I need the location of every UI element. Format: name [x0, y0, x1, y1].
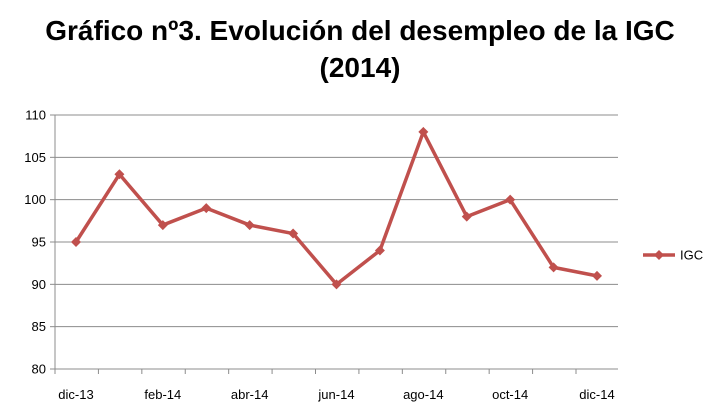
y-tick-label: 95 — [32, 235, 46, 250]
data-point — [201, 203, 212, 214]
data-point — [114, 169, 125, 180]
data-point — [505, 194, 516, 205]
x-tick-label: feb-14 — [144, 387, 181, 402]
x-tick-label: ago-14 — [403, 387, 443, 402]
y-tick-label: 110 — [25, 108, 46, 123]
data-point — [592, 270, 602, 281]
chart-title: Gráfico nº3. Evolución del desempleo de … — [45, 15, 675, 83]
y-tick-label: 85 — [32, 319, 46, 334]
series-line — [74, 130, 598, 287]
y-tick-label: 80 — [32, 362, 46, 377]
data-point — [418, 126, 429, 137]
data-point — [548, 262, 559, 273]
series-igc — [71, 126, 602, 290]
data-point — [331, 279, 342, 290]
data-point — [374, 245, 385, 256]
data-point — [71, 237, 81, 247]
y-tick-label: 105 — [24, 150, 46, 165]
data-point — [461, 211, 472, 222]
legend: IGC — [643, 248, 703, 263]
legend-label: IGC — [680, 248, 703, 263]
gridlines — [55, 114, 618, 328]
legend-marker — [654, 250, 664, 260]
y-axis-ticks: 80 85 90 95 100 105 110 — [24, 108, 55, 377]
x-tick-label: abr-14 — [231, 387, 269, 402]
y-tick-label: 90 — [32, 277, 46, 292]
x-tick-label: jun-14 — [317, 387, 354, 402]
x-tick-label: oct-14 — [492, 387, 528, 402]
data-point — [244, 220, 255, 231]
x-axis-ticks: dic-13 feb-14 abr-14 jun-14 ago-14 oct-14 dic-… — [54, 369, 615, 402]
data-point — [288, 228, 299, 239]
data-point — [157, 220, 168, 231]
x-tick-label: dic-14 — [579, 387, 614, 402]
y-tick-label: 100 — [24, 192, 46, 207]
x-tick-label: dic-13 — [58, 387, 93, 402]
